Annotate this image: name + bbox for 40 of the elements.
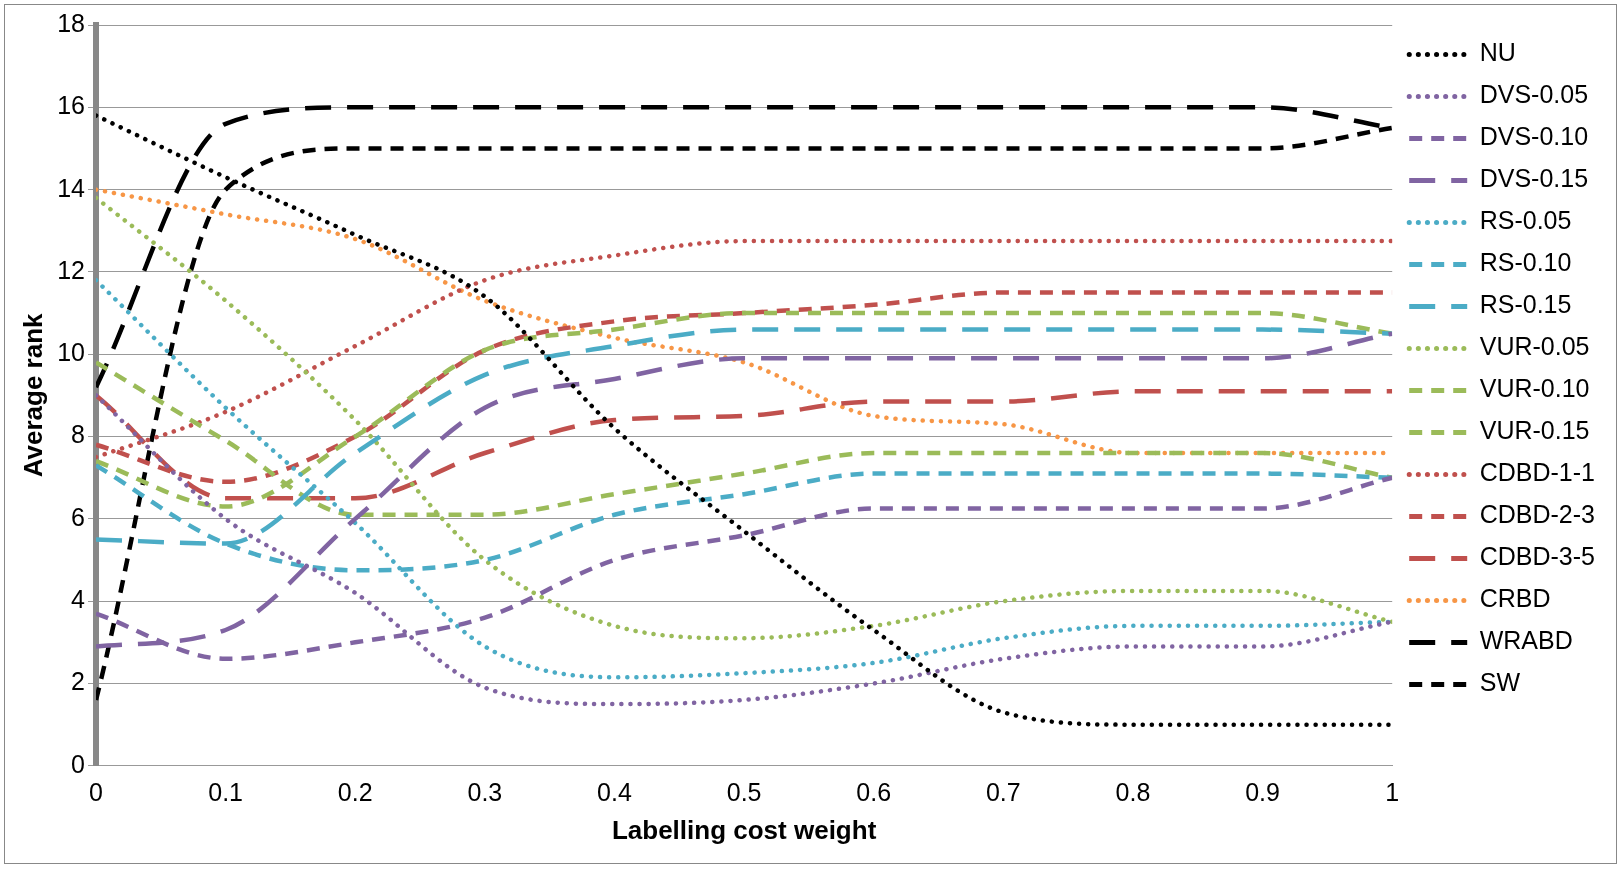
x-tick-label: 0.7 (985, 777, 1021, 806)
y-tick-label: 16 (57, 91, 86, 120)
x-tick-label: 0.1 (208, 777, 244, 806)
x-tick-label: 0.4 (597, 777, 632, 806)
legend-label: RS-0.15 (1479, 290, 1572, 319)
legend-label: SW (1479, 668, 1521, 697)
y-tick-label: 2 (71, 667, 86, 696)
legend-label: VUR-0.05 (1479, 332, 1590, 361)
legend-label: RS-0.05 (1479, 206, 1572, 235)
y-tick-label: 10 (57, 338, 86, 367)
legend-label: CRBD (1479, 584, 1551, 613)
x-tick-label: 0.8 (1115, 777, 1151, 806)
line-series (96, 277, 1393, 680)
y-axis-title: Average rank (17, 312, 48, 478)
y-tick-label: 6 (71, 502, 86, 531)
y-tick-label: 4 (71, 585, 86, 614)
x-axis-title: Labelling cost weight (611, 814, 877, 845)
legend-label: RS-0.10 (1479, 248, 1572, 277)
y-tick-label: 12 (57, 255, 86, 284)
legend-label: DVS-0.10 (1479, 122, 1589, 151)
y-tick-label: 18 (57, 8, 86, 37)
y-tick-label: 14 (57, 173, 86, 202)
legend-label: VUR-0.10 (1479, 374, 1590, 403)
x-tick-label: 0.2 (337, 777, 373, 806)
legend-label: NU (1479, 38, 1516, 67)
x-tick-label: 0.3 (467, 777, 503, 806)
legend-label: WRABD (1479, 626, 1573, 655)
y-tick-label: 8 (71, 420, 86, 449)
x-tick-label: 0.6 (856, 777, 892, 806)
y-tick-label: 0 (71, 749, 86, 778)
legend-label: DVS-0.15 (1479, 164, 1589, 193)
x-tick-label: 1 (1385, 777, 1400, 806)
legend-label: CDBD-3-5 (1479, 542, 1595, 571)
x-tick-label: 0.9 (1245, 777, 1280, 806)
legend-label: DVS-0.05 (1479, 80, 1589, 109)
legend-label: CDBD-1-1 (1479, 458, 1595, 487)
x-tick-label: 0.5 (726, 777, 762, 806)
line-series (96, 195, 1393, 641)
legend-label: CDBD-2-3 (1479, 500, 1595, 529)
legend-label: VUR-0.15 (1479, 416, 1590, 445)
